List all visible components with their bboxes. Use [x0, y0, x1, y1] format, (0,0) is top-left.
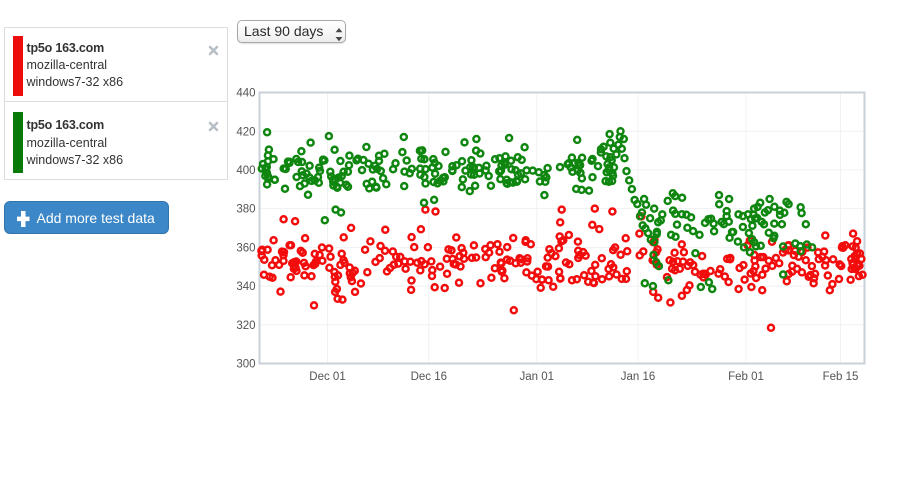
svg-text:320: 320	[236, 320, 255, 332]
svg-text:440: 440	[236, 88, 255, 100]
svg-text:400: 400	[236, 165, 255, 177]
svg-text:360: 360	[236, 243, 255, 255]
svg-text:Jan 01: Jan 01	[520, 371, 555, 383]
svg-text:Feb 01: Feb 01	[728, 371, 764, 383]
svg-text:340: 340	[236, 281, 255, 293]
svg-text:Feb 15: Feb 15	[823, 371, 859, 383]
svg-text:300: 300	[236, 359, 255, 371]
svg-text:Dec 01: Dec 01	[309, 371, 345, 383]
svg-text:Dec 16: Dec 16	[411, 371, 447, 383]
svg-text:420: 420	[236, 126, 255, 138]
svg-text:380: 380	[236, 204, 255, 216]
svg-text:Jan 16: Jan 16	[621, 371, 656, 383]
